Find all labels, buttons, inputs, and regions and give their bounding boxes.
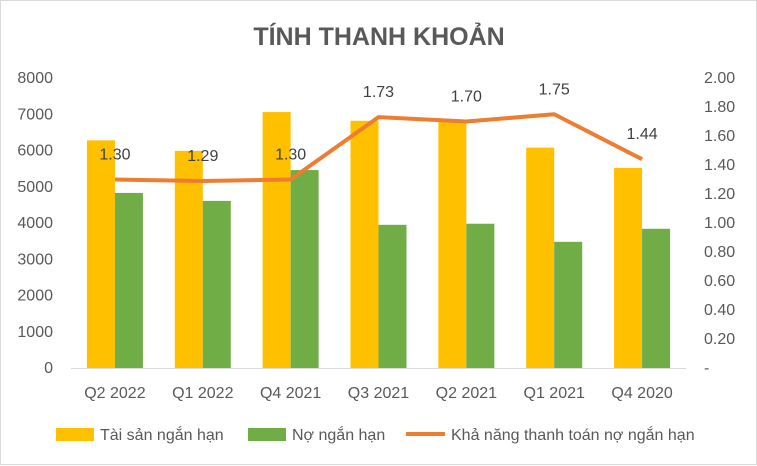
- y-left-tick-label-3: 3000: [17, 251, 53, 268]
- x-tick-label-0: Q2 2022: [84, 385, 145, 402]
- ratio-data-label-3: 1.73: [363, 84, 394, 101]
- legend: Tài sản ngắn hạn Nợ ngắn hạn Khả năng th…: [56, 425, 695, 444]
- legend-label-kha-nang: Khả năng thanh toán nợ ngắn hạn: [451, 425, 695, 444]
- x-tick-label-6: Q4 2020: [611, 385, 672, 402]
- bar-tai-san-3: [350, 120, 379, 369]
- bar-no-1: [202, 200, 231, 368]
- legend-label-no: Nợ ngắn hạn: [292, 425, 385, 444]
- y-left-tick-label-6: 6000: [17, 143, 53, 160]
- x-tick-label-3: Q3 2021: [348, 385, 409, 402]
- bar-tai-san-1: [174, 150, 203, 368]
- x-tick-label-2: Q4 2021: [260, 385, 321, 402]
- ratio-line: [114, 112, 643, 183]
- ratio-data-label-2: 1.30: [275, 147, 306, 164]
- bar-no-4: [466, 223, 495, 368]
- y-right-tick-label-9: 1.80: [704, 99, 735, 116]
- axis-layer: Q2 2022 Q1 2022 Q4 2021 Q3 2021 Q2 2021 Q1 20…: [17, 70, 735, 402]
- y-right-tick-label-1: 0.20: [704, 331, 735, 348]
- bar-no-0: [114, 192, 143, 368]
- labels-layer: 1.30 1.29 1.30 1.73 1.70 1.75 1.44: [99, 81, 657, 165]
- ratio-data-label-5: 1.75: [539, 81, 570, 98]
- bar-no-2: [290, 170, 319, 368]
- bar-tai-san-5: [526, 147, 555, 368]
- y-right-tick-label-2: 0.40: [704, 302, 735, 319]
- x-tick-label-4: Q2 2021: [436, 385, 497, 402]
- bar-no-5: [554, 241, 583, 368]
- y-right-tick-label-5: 1.00: [704, 215, 735, 232]
- bar-tai-san-0: [86, 140, 115, 368]
- y-left-tick-label-0: 0: [44, 360, 53, 377]
- ratio-data-label-6: 1.44: [627, 126, 658, 143]
- bars-layer: [86, 112, 671, 369]
- y-left-tick-label-4: 4000: [17, 215, 53, 232]
- x-tick-label-1: Q1 2022: [172, 385, 233, 402]
- legend-label-tai-san: Tài sản ngắn hạn: [100, 425, 224, 444]
- chart-title: TÍNH THANH KHOẢN: [253, 21, 504, 51]
- bar-no-6: [642, 228, 671, 368]
- bar-tai-san-4: [438, 121, 467, 368]
- ratio-data-label-1: 1.29: [187, 148, 218, 165]
- x-tick-label-5: Q1 2021: [524, 385, 585, 402]
- ratio-data-label-4: 1.70: [451, 89, 482, 106]
- y-right-tick-label-0: -: [704, 360, 709, 377]
- y-right-tick-label-4: 0.80: [704, 244, 735, 261]
- line-layer: [114, 112, 643, 183]
- y-right-tick-label-8: 1.60: [704, 128, 735, 145]
- y-left-tick-label-8: 8000: [17, 70, 53, 87]
- bar-no-3: [378, 224, 407, 368]
- y-right-tick-label-3: 0.60: [704, 273, 735, 290]
- y-right-tick-label-7: 1.40: [704, 157, 735, 174]
- legend-swatch-tai-san: [56, 428, 94, 441]
- y-left-tick-label-5: 5000: [17, 179, 53, 196]
- y-left-tick-label-2: 2000: [17, 288, 53, 305]
- bar-tai-san-2: [262, 112, 291, 368]
- bar-tai-san-6: [614, 167, 643, 368]
- legend-swatch-no: [248, 428, 286, 441]
- y-left-tick-label-1: 1000: [17, 324, 53, 341]
- y-left-tick-label-7: 7000: [17, 106, 53, 123]
- ratio-data-label-0: 1.30: [99, 147, 130, 164]
- y-right-tick-label-6: 1.20: [704, 186, 735, 203]
- y-right-tick-label-10: 2.00: [704, 70, 735, 87]
